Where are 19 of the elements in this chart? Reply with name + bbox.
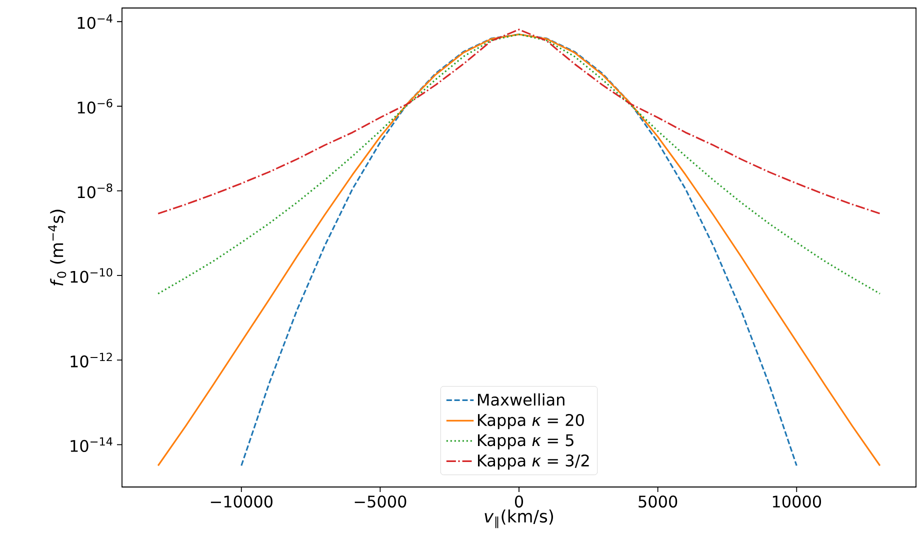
x-tick-label: 5000	[638, 496, 678, 508]
legend-label: Kappa κ = 3/2	[478, 454, 589, 470]
x-tick-label: −10000	[210, 496, 272, 508]
x-tick-label: 0	[514, 496, 524, 508]
y-tick-label: 10$^{−8}$	[78, 183, 112, 198]
line-series	[157, 28, 881, 214]
legend-label: Maxwellian	[478, 393, 564, 406]
legend-label: Kappa κ = 20	[478, 414, 584, 430]
x-tick-label: −5000	[354, 496, 406, 508]
x-axis-title: v$_{∥}$(km/s)	[484, 509, 554, 528]
y-axis-title: f$_{0}$ (m$^{−4}$s)	[48, 210, 66, 286]
y-tick-label: 10$^{−6}$	[78, 98, 112, 114]
x-tick-label: 10000	[772, 496, 822, 508]
y-tick-label: 10$^{−12}$	[70, 352, 112, 368]
legend-label: Kappa κ = 5	[478, 434, 574, 450]
y-tick-label: 10$^{−10}$	[70, 268, 112, 283]
line-series	[157, 34, 881, 295]
y-tick-label: 10$^{−4}$	[78, 14, 112, 29]
y-tick-label: 10$^{−14}$	[70, 437, 112, 452]
